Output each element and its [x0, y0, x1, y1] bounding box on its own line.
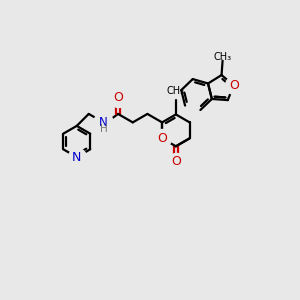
- Text: O: O: [229, 79, 239, 92]
- Text: N: N: [99, 116, 108, 129]
- Text: CH₃: CH₃: [214, 52, 232, 62]
- Text: H: H: [100, 124, 108, 134]
- Text: O: O: [113, 91, 123, 104]
- Text: CH₃: CH₃: [167, 86, 185, 96]
- Text: O: O: [171, 155, 181, 168]
- Text: O: O: [157, 132, 167, 145]
- Text: N: N: [72, 151, 81, 164]
